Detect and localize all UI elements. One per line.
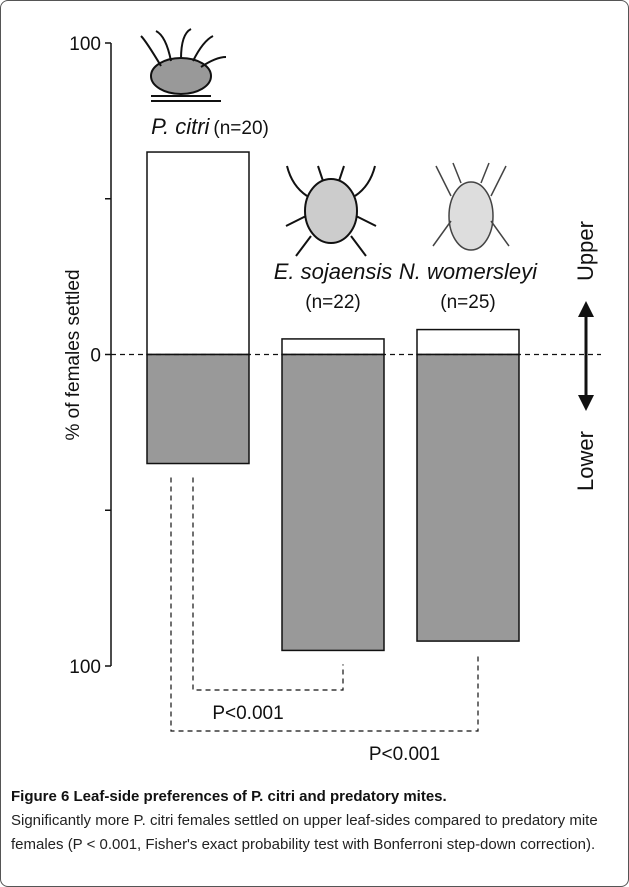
category-label: E. sojaensis <box>274 259 393 284</box>
chart: % of females settled Upper Lower 100 0 100… <box>1 1 628 776</box>
y-tick-label: 100 <box>69 34 101 55</box>
direction-arrow <box>578 301 594 411</box>
bar <box>282 355 384 651</box>
comparison-label: P<0.001 <box>369 744 440 765</box>
bar <box>147 355 249 464</box>
mite-icon <box>433 163 509 250</box>
category-label: N. womersleyi <box>399 259 538 284</box>
y-axis-label: % of females settled <box>63 269 84 440</box>
series-label: Upper <box>573 221 598 281</box>
bar <box>282 339 384 355</box>
category-name: P. citri <box>151 114 210 139</box>
figure: % of females settled Upper Lower 100 0 100… <box>0 0 629 887</box>
comparison-label: P<0.001 <box>212 703 283 724</box>
bar <box>147 152 249 354</box>
mite-icon <box>286 166 376 256</box>
caption-title: Figure 6 Leaf-side preferences of P. cit… <box>11 788 447 805</box>
y-tick-label: 0 <box>90 346 101 367</box>
bar <box>417 330 519 355</box>
caption: Figure 6 Leaf-side preferences of P. cit… <box>11 785 616 857</box>
caption-text: Significantly more P. citri females sett… <box>11 812 598 853</box>
sample-size: (n=20) <box>213 118 268 139</box>
category-label: P. citri(n=20) <box>151 114 269 139</box>
mite-icon <box>141 29 226 101</box>
sample-size: (n=25) <box>440 292 495 313</box>
series-label: Lower <box>573 431 598 491</box>
y-tick-label: 100 <box>69 657 101 678</box>
bar <box>417 355 519 642</box>
sample-size: (n=22) <box>305 292 360 313</box>
